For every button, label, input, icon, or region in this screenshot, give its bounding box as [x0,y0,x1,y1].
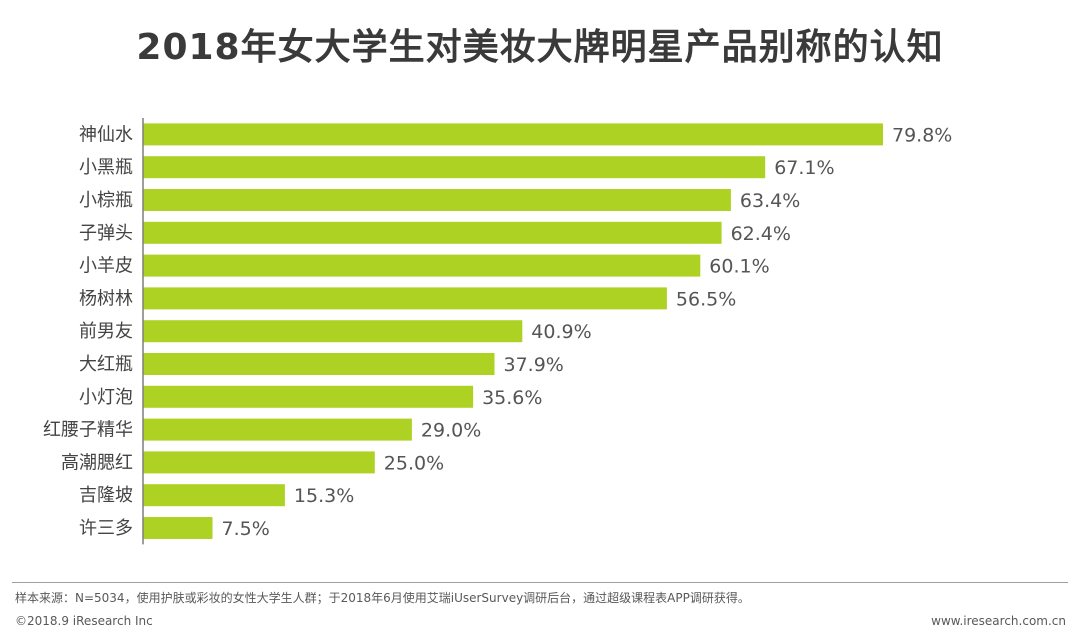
value-label: 79.8% [892,124,952,146]
bar-3 [143,221,722,244]
bar-11 [143,484,285,507]
value-label: 62.4% [731,223,791,245]
value-label: 60.1% [709,256,769,278]
value-label: 25.0% [384,452,444,474]
source-note: 样本来源：N=5034，使用护肤或彩妆的女性大学生人群；于2018年6月使用艾瑞… [15,591,750,605]
category-label: 小灯泡 [79,387,133,408]
bar-4 [143,254,701,277]
category-label: 吉隆坡 [79,485,133,506]
category-label: 许三多 [79,518,133,539]
category-label: 子弹头 [79,223,133,244]
footer-divider [12,582,1068,583]
category-label: 前男友 [79,321,133,342]
value-label: 63.4% [740,190,800,212]
category-label: 大红瓶 [79,354,133,375]
bar-5 [143,287,667,310]
bar-12 [143,517,213,539]
value-label: 40.9% [531,321,591,343]
category-label: 红腰子精华 [43,420,133,441]
bar-8 [143,385,474,408]
category-label: 神仙水 [79,124,133,145]
bar-0 [143,123,883,146]
website-link[interactable]: www.iresearch.com.cn [931,614,1066,628]
copyright: ©2018.9 iResearch Inc [15,614,153,628]
bar-2 [143,189,731,211]
bar-7 [143,353,495,375]
category-label: 小羊皮 [79,256,133,277]
value-label: 7.5% [222,518,270,540]
category-label: 小棕瓶 [79,190,133,211]
chart-title: 2018年女大学生对美妆大牌明星产品别称的认知 [136,27,944,68]
value-label: 37.9% [504,354,564,376]
category-label: 杨树林 [79,288,133,309]
bar-6 [143,320,523,343]
bar-10 [143,451,375,474]
value-label: 35.6% [482,387,542,409]
value-label: 67.1% [774,157,834,179]
category-label: 小黑瓶 [79,157,133,178]
bar-9 [143,418,412,441]
value-label: 56.5% [676,288,736,310]
bar-1 [143,156,766,179]
value-label: 15.3% [294,485,354,507]
bar-chart: 神仙水 79.8% 小黑瓶 67.1% 小棕瓶 63.4% 子弹头 62.4% 小羊皮 60.1%… [43,118,952,545]
value-label: 29.0% [421,420,481,442]
category-label: 高潮腮红 [61,452,133,473]
